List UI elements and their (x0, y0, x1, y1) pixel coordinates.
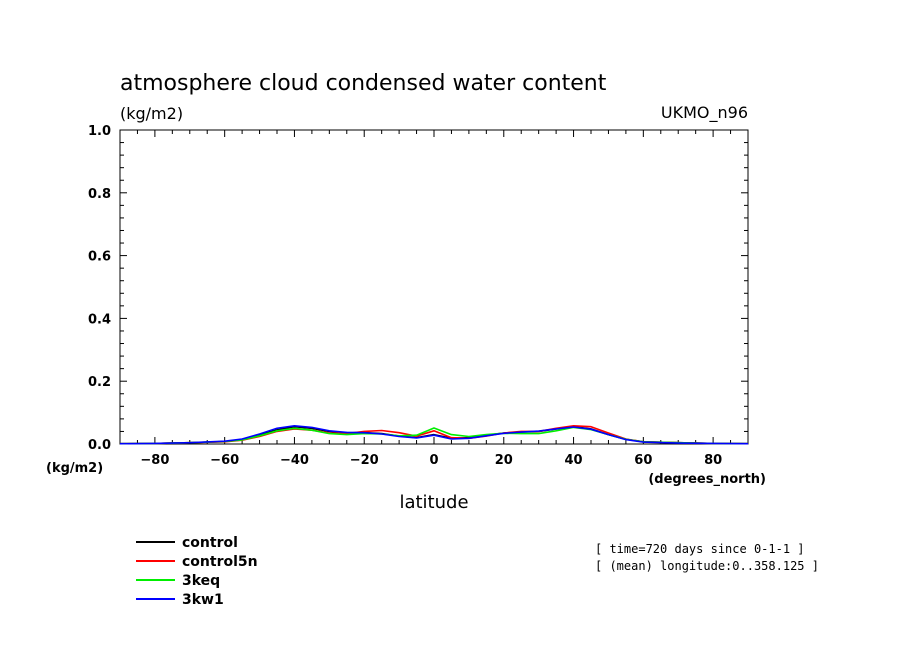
y-axis: 0.0 0.2 0.4 0.6 0.8 1.0 (88, 124, 748, 453)
y-tick-label: 1.0 (88, 124, 111, 139)
x-tick-label: −20 (350, 453, 379, 468)
model-name: UKMO_n96 (661, 103, 748, 123)
y-tick-label: 0.2 (88, 375, 111, 390)
series-lines (119, 424, 749, 445)
chart-title: atmosphere cloud condensed water content (120, 71, 607, 96)
x-tick-label: 0 (429, 453, 438, 468)
legend-label: control (182, 535, 238, 551)
legend: control control5n 3keq 3kw1 (136, 535, 258, 608)
legend-label: 3keq (182, 573, 220, 589)
x-tick-label: −40 (280, 453, 309, 468)
legend-label: control5n (182, 554, 258, 570)
x-tick-label: 20 (495, 453, 513, 468)
x-tick-label: 80 (704, 453, 722, 468)
y-tick-label: 0.0 (88, 438, 111, 453)
x-tick-label: 60 (634, 453, 652, 468)
time-annotation: [ time=720 days since 0-1-1 ] (595, 542, 805, 556)
longitude-annotation: [ (mean) longitude:0..358.125 ] (595, 559, 819, 573)
legend-label: 3kw1 (182, 592, 224, 608)
plot-frame (119, 129, 749, 445)
x-axis: −80 −60 −40 −20 0 20 40 60 80 (119, 130, 749, 468)
x-axis-label: latitude (399, 492, 468, 513)
y-tick-label: 0.4 (88, 312, 111, 327)
y-axis-label: (kg/m2) (46, 461, 103, 476)
series-line-3kw1 (119, 424, 749, 445)
y-tick-label: 0.8 (88, 187, 111, 202)
x-tick-label: −60 (210, 453, 239, 468)
x-tick-label: 40 (565, 453, 583, 468)
y-tick-label: 0.6 (88, 250, 111, 265)
chart-units: (kg/m2) (120, 104, 183, 123)
x-tick-label: −80 (140, 453, 169, 468)
x-axis-units: (degrees_north) (648, 472, 766, 487)
